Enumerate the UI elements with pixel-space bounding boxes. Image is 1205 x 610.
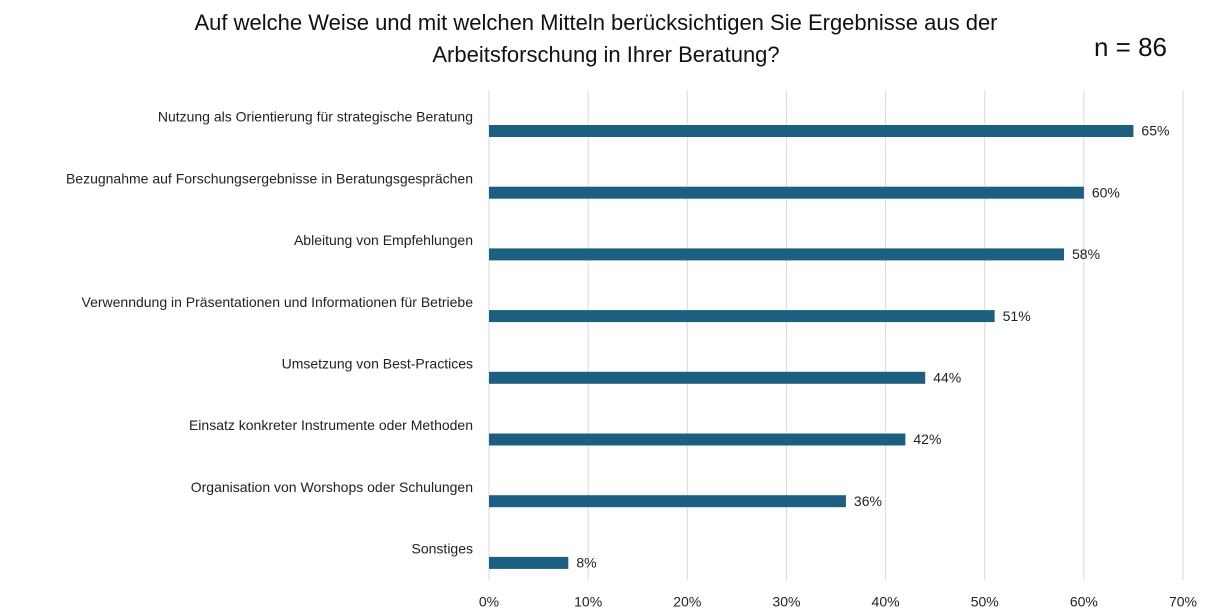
x-tick-label: 10% bbox=[574, 594, 602, 610]
chart-title: Auf welche Weise und mit welchen Mitteln… bbox=[195, 10, 998, 35]
bar bbox=[489, 248, 1065, 261]
x-tick-label: 0% bbox=[479, 594, 499, 610]
x-tick-label: 20% bbox=[673, 594, 701, 610]
data-label: 58% bbox=[1072, 246, 1100, 262]
sample-size: n = 86 bbox=[1094, 32, 1167, 62]
data-label: 44% bbox=[933, 370, 961, 386]
bar bbox=[489, 186, 1084, 199]
data-label: 60% bbox=[1092, 184, 1120, 200]
bar bbox=[489, 371, 926, 384]
bar bbox=[489, 125, 1134, 137]
category-label: Sonstiges bbox=[412, 541, 473, 557]
category-label: Umsetzung von Best-Practices bbox=[282, 356, 473, 372]
bar bbox=[489, 556, 569, 569]
x-tick-label: 50% bbox=[971, 594, 999, 610]
data-label: 8% bbox=[576, 555, 596, 571]
category-label: Bezugnahme auf Forschungsergebnisse in B… bbox=[66, 170, 473, 186]
data-label: 65% bbox=[1141, 123, 1169, 139]
data-label: 36% bbox=[854, 493, 882, 509]
category-label: Organisation von Worshops oder Schulunge… bbox=[191, 479, 473, 495]
x-tick-label: 40% bbox=[872, 594, 900, 610]
data-label: 51% bbox=[1003, 308, 1031, 324]
category-label: Einsatz konkreter Instrumente oder Metho… bbox=[189, 417, 473, 433]
x-tick-label: 30% bbox=[772, 594, 800, 610]
category-label: Ableitung von Empfehlungen bbox=[294, 232, 473, 248]
bar bbox=[489, 310, 995, 323]
bar bbox=[489, 495, 846, 508]
x-tick-label: 60% bbox=[1070, 594, 1098, 610]
bar bbox=[489, 433, 906, 446]
category-label: Verwenndung in Präsentationen und Inform… bbox=[82, 294, 474, 310]
x-tick-label: 70% bbox=[1169, 594, 1197, 610]
data-label: 42% bbox=[913, 431, 941, 447]
chart-title: Arbeitsforschung in Ihrer Beratung? bbox=[432, 42, 779, 67]
category-label: Nutzung als Orientierung für strategisch… bbox=[158, 109, 473, 125]
